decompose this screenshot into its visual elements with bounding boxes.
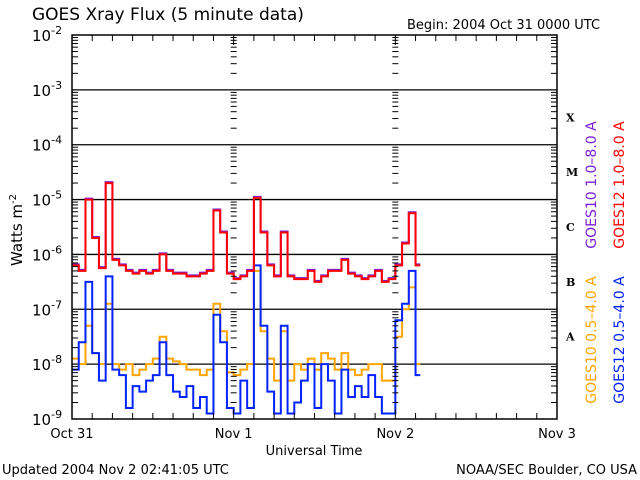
y-tick-base: 10	[32, 27, 51, 45]
series-line-goes10-0-5-4-0-a	[72, 269, 421, 382]
x-tick-label: Nov 1	[215, 427, 253, 442]
y-tick-exponent: -6	[51, 243, 62, 256]
legend-label: GOES12 0.5–4.0 A	[612, 276, 628, 404]
y-tick-exponent: -7	[51, 298, 62, 311]
chart-title: GOES Xray Flux (5 minute data)	[32, 5, 304, 25]
y-axis-label-text: Watts m-2	[8, 194, 26, 266]
y-tick-exponent: -4	[51, 134, 62, 147]
y-tick-label: 10-7	[32, 298, 62, 319]
legend-entry: GOES10 0.5–4.0 A	[584, 276, 600, 404]
legend: GOES10 1.0–8.0 A GOES12 1.0–8.0 A GOES10 0…	[584, 121, 628, 404]
y-axis-label-sup: -2	[8, 194, 19, 204]
y-axis-label-group: Watts m-2	[8, 194, 26, 266]
y-tick-base: 10	[32, 137, 51, 155]
legend-label: GOES12 1.0–8.0 A	[612, 121, 628, 249]
y-tick-exponent: -8	[51, 353, 62, 366]
legend-entry: GOES12 0.5–4.0 A	[612, 276, 628, 404]
y-tick-base: 10	[32, 82, 51, 100]
y-tick-label: 10-8	[32, 353, 62, 374]
flare-class-label: X	[566, 111, 575, 124]
source-label: NOAA/SEC Boulder, CO USA	[456, 463, 637, 478]
y-tick-label: 10-9	[32, 408, 62, 429]
legend-label: GOES10 0.5–4.0 A	[584, 276, 600, 404]
flare-class-label: B	[566, 276, 575, 289]
series-group	[72, 181, 421, 415]
y-tick-base: 10	[32, 192, 51, 210]
flare-class-label: M	[566, 166, 578, 179]
y-tick-exponent: -3	[51, 79, 62, 92]
x-tick-label: Oct 31	[50, 427, 93, 442]
y-tick-exponent: -5	[51, 189, 62, 202]
x-tick-labels: Oct 31 Nov 1 Nov 2 Nov 3	[50, 427, 575, 442]
legend-label: GOES10 1.0–8.0 A	[584, 121, 600, 249]
x-tick-label: Nov 3	[538, 427, 576, 442]
y-tick-base: 10	[32, 246, 51, 264]
grid	[72, 89, 557, 365]
y-tick-base: 10	[32, 356, 51, 374]
flare-class-labels: X M C B A	[565, 111, 578, 343]
y-tick-label: 10-4	[32, 134, 62, 155]
y-tick-label: 10-5	[32, 189, 62, 210]
begin-label: Begin: 2004 Oct 31 0000 UTC	[407, 18, 600, 33]
y-tick-base: 10	[32, 411, 51, 429]
flare-class-label: C	[566, 221, 575, 234]
updated-timestamp: Updated 2004 Nov 2 02:41:05 UTC	[2, 463, 229, 478]
flare-class-label: A	[565, 331, 575, 344]
x-tick-label: Nov 2	[376, 427, 414, 442]
y-tick-base: 10	[32, 301, 51, 319]
y-tick-exponent: -9	[51, 408, 62, 421]
x-axis-label: Universal Time	[266, 444, 363, 459]
legend-entry: GOES10 1.0–8.0 A	[584, 121, 600, 249]
y-tick-exponent: -2	[51, 24, 62, 37]
y-tick-label: 10-3	[32, 79, 62, 100]
series-line-goes12-1-0-8-0-a	[72, 182, 421, 283]
ticks	[71, 35, 558, 419]
legend-entry: GOES12 1.0–8.0 A	[612, 121, 628, 249]
y-tick-labels: 10-210-310-410-510-610-710-810-9	[32, 24, 62, 429]
y-tick-label: 10-6	[32, 243, 62, 264]
y-axis-label: Watts m	[8, 204, 26, 266]
y-tick-label: 10-2	[32, 24, 62, 45]
series-line-goes12-0-5-4-0-a	[72, 264, 421, 415]
